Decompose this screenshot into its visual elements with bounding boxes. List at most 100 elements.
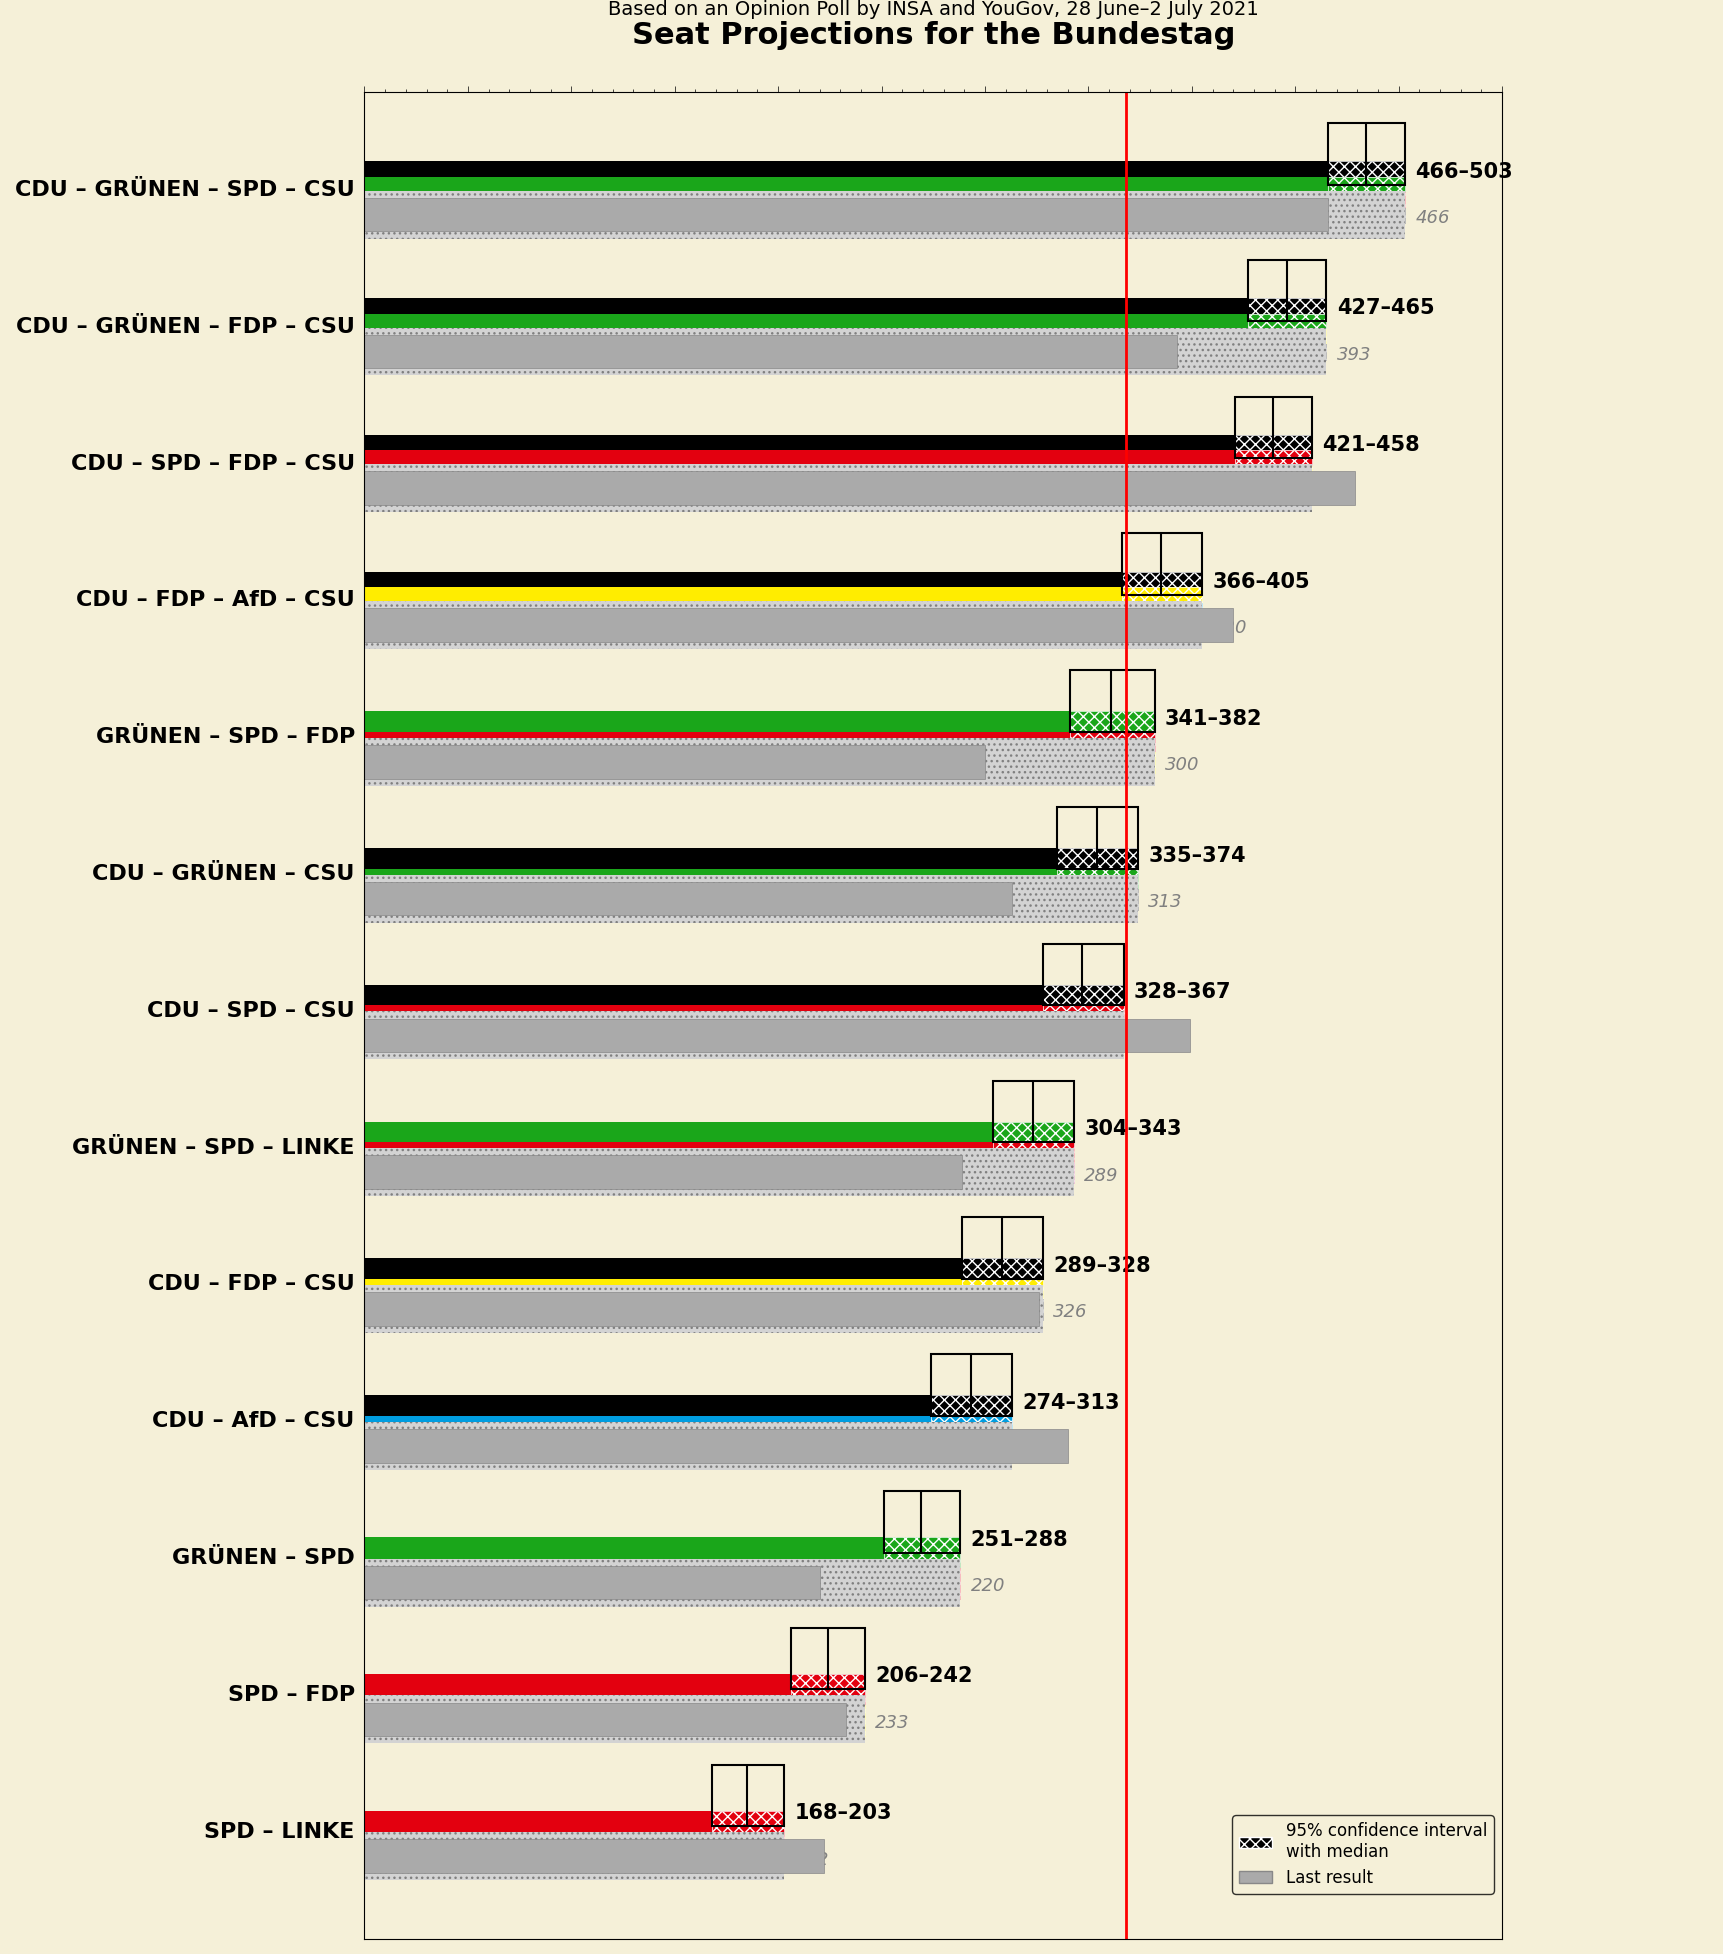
Bar [364, 739, 1154, 786]
Bar [364, 162, 1328, 178]
Bar [364, 868, 1056, 889]
Bar [961, 1280, 1042, 1299]
Bar [992, 1163, 1073, 1184]
Bar [961, 1217, 1042, 1280]
Bar [1056, 807, 1137, 868]
Bar [1235, 465, 1311, 481]
Bar [364, 207, 1328, 223]
Bar [992, 1143, 1073, 1163]
Bar [712, 1764, 784, 1827]
Bar [1328, 191, 1404, 207]
Bar [1056, 868, 1137, 889]
Legend: 95% confidence interval
with median, Last result: 95% confidence interval with median, Las… [1232, 1815, 1492, 1893]
Bar [364, 889, 1056, 909]
Bar [930, 1436, 1011, 1458]
Bar [364, 1436, 930, 1458]
Bar [364, 191, 1328, 207]
Bar [364, 1026, 1042, 1047]
Bar [930, 1354, 1011, 1417]
Bar [364, 1006, 1042, 1026]
Bar [364, 1280, 961, 1299]
Bar [712, 1811, 784, 1841]
Bar [1122, 573, 1201, 588]
Bar [364, 1395, 930, 1417]
Text: 168–203: 168–203 [794, 1804, 893, 1823]
Bar [1056, 868, 1137, 889]
Bar [364, 731, 1070, 752]
Bar [961, 1280, 1042, 1299]
Bar [364, 328, 1325, 375]
Bar [364, 344, 1247, 360]
Text: 251–288: 251–288 [970, 1530, 1068, 1550]
Bar [364, 602, 1201, 649]
Bar [791, 1704, 865, 1735]
Bar [364, 299, 1247, 315]
Bar [1235, 451, 1311, 465]
Bar [364, 1292, 1039, 1327]
Bar [364, 328, 1247, 344]
Text: 326: 326 [1053, 1303, 1087, 1321]
Bar [364, 617, 1122, 633]
Bar [992, 1143, 1073, 1163]
Bar [1328, 123, 1404, 184]
Bar [1070, 711, 1154, 731]
Bar [1235, 465, 1311, 481]
Bar [364, 191, 1404, 238]
Bar [364, 481, 1235, 496]
Bar [1247, 328, 1325, 344]
Bar [364, 1286, 1042, 1333]
Bar [364, 1143, 992, 1163]
Bar [364, 1149, 1073, 1196]
Bar [791, 1675, 865, 1704]
Bar [364, 471, 1354, 504]
Title: Seat Projections for the Bundestag: Seat Projections for the Bundestag [631, 21, 1234, 49]
Text: 466–503: 466–503 [1415, 162, 1513, 182]
Bar [1070, 731, 1154, 752]
Bar [364, 1163, 992, 1184]
Bar [364, 1423, 1011, 1469]
Bar [1235, 451, 1311, 465]
Bar [364, 1567, 884, 1598]
Bar [1070, 670, 1154, 731]
Bar [1235, 436, 1311, 451]
Bar [1122, 533, 1201, 594]
Bar [364, 465, 1235, 481]
Text: 420: 420 [1211, 619, 1246, 637]
Bar [791, 1628, 865, 1690]
Bar [364, 1012, 1123, 1059]
Bar [1328, 191, 1404, 207]
Bar [364, 602, 1122, 617]
Bar [1247, 315, 1325, 328]
Text: 341–382: 341–382 [1165, 709, 1261, 729]
Bar [884, 1567, 960, 1598]
Bar [930, 1417, 1011, 1436]
Bar [884, 1538, 960, 1567]
Bar [1235, 397, 1311, 457]
Text: 466: 466 [1415, 209, 1449, 227]
Bar [364, 465, 1311, 512]
Bar [1328, 178, 1404, 191]
Text: 233: 233 [875, 1714, 910, 1731]
Bar [364, 451, 1235, 465]
Bar [364, 1155, 961, 1188]
Bar [364, 1559, 960, 1606]
Bar [791, 1675, 865, 1704]
Text: 479: 479 [1322, 483, 1356, 500]
Bar [1247, 328, 1325, 344]
Bar [1042, 1026, 1123, 1047]
Text: 304–343: 304–343 [1084, 1120, 1180, 1139]
Bar [364, 875, 1137, 922]
Text: 366–405: 366–405 [1211, 573, 1309, 592]
Bar [992, 1122, 1073, 1143]
Bar [1235, 481, 1311, 496]
Bar [364, 1675, 791, 1704]
Bar [364, 1811, 712, 1841]
Bar [1070, 752, 1154, 772]
Text: 399: 399 [1134, 1030, 1168, 1047]
Bar [1070, 752, 1154, 772]
Bar [364, 848, 1056, 868]
Bar [364, 1258, 961, 1280]
Bar [364, 573, 1122, 588]
Bar [364, 1702, 846, 1737]
Bar [930, 1395, 1011, 1417]
